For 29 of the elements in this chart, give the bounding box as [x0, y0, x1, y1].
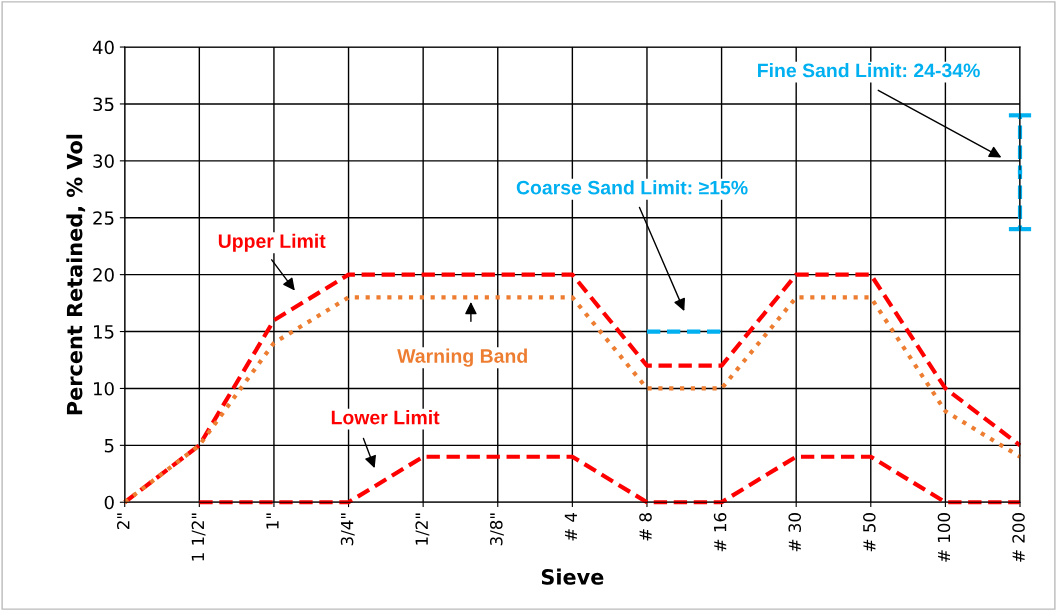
x-tick-label: # 200	[1012, 513, 1025, 562]
y-tick-label: 40	[92, 40, 114, 55]
y-tick-label: 20	[93, 268, 114, 282]
x-tick-label: 1/2"	[415, 513, 430, 545]
x-tick-label: # 100	[937, 513, 951, 562]
x-tick-label: 1 1/2"	[191, 513, 206, 561]
x-tick-label: 1"	[266, 513, 279, 529]
annotation: Warning Band	[397, 348, 527, 367]
x-tick-label: # 16	[713, 513, 727, 552]
x-tick-label: # 50	[863, 513, 876, 552]
x-tick-label: 3/8"	[489, 513, 504, 546]
annotation: Upper Limit	[218, 233, 326, 252]
y-axis-title: Percent Retained, % Vol	[66, 134, 86, 415]
y-tick-label: 30	[93, 154, 114, 168]
x-axis-title: Sieve	[541, 568, 604, 585]
y-tick-label: 15	[94, 325, 114, 339]
y-tick-label: 5	[104, 439, 114, 453]
y-tick-label: 0	[104, 495, 114, 510]
x-tick-label: 3/4"	[340, 513, 355, 546]
annotation: Fine Sand Limit: 24-34%	[758, 63, 980, 78]
x-tick-label: 2"	[116, 513, 130, 530]
x-tick-label: # 30	[788, 513, 802, 552]
y-tick-label: 10	[94, 381, 114, 396]
annotation: Lower Limit	[331, 410, 440, 425]
annotation: Coarse Sand Limit: ≥15%	[516, 180, 748, 195]
x-tick-label: # 4	[564, 512, 577, 541]
x-tick-label: # 8	[639, 513, 652, 541]
y-tick-label: 35	[93, 97, 114, 112]
y-tick-label: 25	[93, 211, 114, 225]
